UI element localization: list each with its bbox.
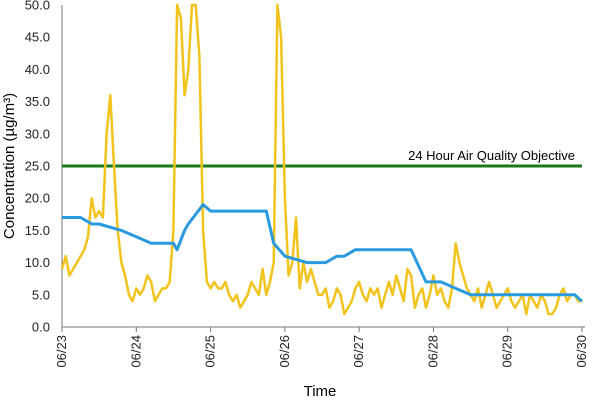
x-tick-label: 06/30	[574, 335, 589, 368]
y-tick-label: 10.0	[25, 255, 50, 270]
y-tick-label: 35.0	[25, 94, 50, 109]
x-axis-title: Time	[304, 383, 337, 400]
y-tick-label: 45.0	[25, 30, 50, 45]
y-tick-label: 40.0	[25, 62, 50, 77]
x-tick-label: 06/29	[500, 335, 515, 368]
hourly-concentration-line	[60, 3, 582, 316]
objective-label: 24 Hour Air Quality Objective	[408, 148, 575, 163]
x-tick-label: 06/27	[351, 335, 366, 368]
x-tick-label: 06/26	[277, 335, 292, 368]
x-tick-label: 06/25	[203, 335, 218, 368]
x-axis-ticks: 06/23 06/24 06/25 06/26 06/27 06/28 06/29 06/30	[54, 327, 589, 368]
y-tick-label: 50.0	[25, 0, 50, 13]
y-tick-label: 15.0	[25, 223, 50, 238]
y-axis-ticks: 0.0 5.0 10.0 15.0 20.0 25.0 30.0 35.0 40.0 45.0 50…	[25, 0, 50, 335]
y-tick-label: 30.0	[25, 126, 50, 141]
y-axis-title: Concentration (µg/m³)	[1, 93, 18, 239]
y-tick-label: 20.0	[25, 191, 50, 206]
y-tick-label: 25.0	[25, 159, 50, 174]
x-tick-label: 06/28	[425, 335, 440, 368]
y-tick-label: 5.0	[32, 287, 50, 302]
x-tick-label: 06/24	[128, 335, 143, 368]
daily-average-line	[62, 203, 583, 303]
x-tick-label: 06/23	[54, 335, 69, 368]
y-tick-label: 0.0	[32, 320, 50, 335]
